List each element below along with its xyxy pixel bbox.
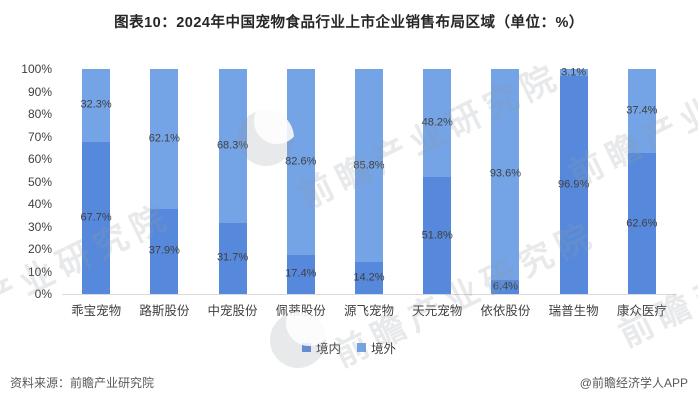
y-tick: 70% — [27, 129, 52, 144]
bar-column: 51.8% 48.2% — [403, 69, 471, 294]
stacked-bar — [218, 69, 247, 294]
legend-item-overseas: 境外 — [357, 338, 396, 357]
value-label-overseas: 32.3% — [80, 98, 112, 111]
bar-segment-domestic — [286, 254, 315, 294]
y-tick: 60% — [27, 152, 52, 166]
value-label-overseas: 3.1% — [561, 66, 587, 78]
bar-segment-domestic — [354, 262, 383, 294]
x-axis: 乖宝宠物 路斯股份 中宠股份 佩蒂股份 源飞宠物 天元宠物 依依股份 瑞普生物 康众医疗 — [62, 300, 676, 319]
stacked-bar — [627, 69, 656, 294]
bar-segment-overseas — [150, 69, 179, 209]
stacked-bar — [150, 69, 179, 294]
bar-column: 96.9% 3.1% — [540, 67, 608, 294]
bar-column: 67.7% 32.3% — [62, 69, 130, 294]
stacked-bar — [354, 69, 383, 294]
plot-area: 67.7% 32.3% 37.9% 62.1% 31.7% 68.3% 17.4% 82.6%… — [62, 67, 676, 295]
y-tick: 90% — [27, 84, 52, 99]
value-label-domestic: 31.7% — [216, 251, 249, 264]
y-tick: 0% — [34, 287, 52, 301]
bar-segment-overseas — [491, 69, 520, 280]
y-tick: 20% — [27, 242, 52, 256]
value-label-overseas: 48.2% — [421, 116, 453, 129]
source-text: 资料来源：前瞻产业研究院 — [10, 376, 155, 390]
y-tick: 10% — [27, 264, 52, 279]
bar-column: 62.6% 37.4% — [608, 69, 676, 294]
chart-title: 图表10：2024年中国宠物食品行业上市企业销售布局区域（单位：%） — [114, 15, 584, 31]
value-label-domestic: 17.4% — [285, 267, 317, 280]
bar-segment-overseas — [423, 69, 452, 178]
bar-segment-overseas — [559, 69, 588, 76]
value-label-overseas: 93.6% — [489, 167, 522, 180]
value-label-domestic: 96.9% — [558, 178, 590, 191]
bar-segment-overseas — [82, 69, 111, 142]
x-axis-label: 依依股份 — [480, 304, 531, 318]
legend-swatch-overseas — [357, 343, 366, 352]
value-label-domestic: 6.4% — [492, 280, 518, 293]
bar-column: 6.4% 93.6% — [471, 69, 539, 294]
x-axis-label: 源飞宠物 — [343, 304, 394, 318]
bar-column: 31.7% 68.3% — [198, 69, 266, 294]
bar-column: 14.2% 85.8% — [335, 69, 403, 294]
value-label-overseas: 62.1% — [148, 132, 180, 145]
credit-text: @前瞻经济学人APP — [579, 376, 688, 390]
bar-column: 37.9% 62.1% — [130, 69, 198, 294]
stacked-bar — [286, 69, 315, 294]
value-label-overseas: 37.4% — [626, 104, 658, 117]
value-label-domestic: 62.6% — [626, 217, 658, 230]
stacked-bar — [559, 69, 588, 294]
y-tick: 80% — [27, 107, 52, 121]
legend: 境内 境外 — [0, 338, 698, 357]
value-label-overseas: 82.6% — [285, 155, 317, 168]
y-tick: 50% — [27, 174, 52, 189]
stacked-bar — [423, 69, 452, 294]
bar-segment-domestic — [150, 208, 179, 294]
stacked-bar — [491, 69, 520, 294]
stacked-bar — [82, 69, 111, 294]
x-axis-label: 中宠股份 — [207, 304, 258, 318]
y-tick: 100% — [21, 62, 52, 76]
bar-segment-overseas — [218, 69, 247, 223]
x-axis-label: 瑞普生物 — [548, 304, 599, 318]
x-axis-label: 路斯股份 — [139, 304, 190, 318]
legend-item-domestic: 境内 — [301, 338, 341, 357]
bar-segment-domestic — [218, 222, 247, 294]
bar-column: 17.4% 82.6% — [267, 69, 335, 294]
legend-label-overseas: 境外 — [371, 342, 397, 356]
y-axis: 100% 90% 80% 70% 60% 50% 40% 30% 20% 10% 0% — [0, 62, 54, 301]
x-axis-label: 佩蒂股份 — [275, 304, 326, 318]
value-label-domestic: 14.2% — [353, 271, 385, 284]
bar-segment-domestic — [491, 279, 520, 294]
x-axis-label: 天元宠物 — [412, 304, 463, 318]
x-axis-label: 康众医疗 — [616, 304, 667, 318]
value-label-domestic: 37.9% — [148, 244, 180, 257]
value-label-overseas: 85.8% — [353, 159, 385, 172]
y-tick: 40% — [27, 197, 52, 211]
legend-label-domestic: 境内 — [315, 342, 341, 356]
bar-segment-overseas — [354, 69, 383, 263]
bar-segment-overseas — [627, 69, 656, 154]
value-label-domestic: 51.8% — [421, 229, 453, 242]
bar-segment-domestic — [423, 177, 452, 294]
legend-swatch-domestic — [301, 343, 311, 352]
value-label-domestic: 67.7% — [80, 211, 112, 224]
bar-segment-overseas — [286, 69, 315, 255]
x-axis-label: 乖宝宠物 — [71, 304, 122, 318]
bar-segment-domestic — [559, 75, 588, 294]
bar-segment-domestic — [627, 153, 656, 294]
value-label-overseas: 68.3% — [216, 139, 249, 152]
bar-segment-domestic — [82, 141, 111, 294]
y-tick: 30% — [27, 219, 52, 234]
